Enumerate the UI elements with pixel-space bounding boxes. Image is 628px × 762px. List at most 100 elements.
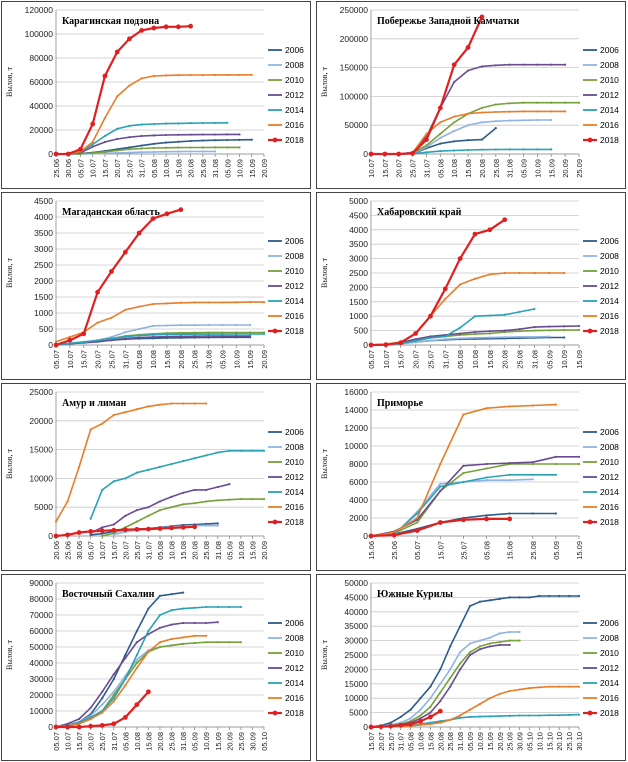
data-point — [175, 24, 181, 30]
data-point — [410, 151, 415, 156]
data-point — [152, 74, 155, 78]
data-point — [518, 310, 521, 313]
data-point — [124, 684, 127, 687]
x-tick-label: 15.09 — [248, 159, 257, 178]
data-point — [522, 119, 525, 122]
y-tick-label: 1000 — [349, 311, 368, 321]
data-point — [378, 724, 384, 730]
data-point — [112, 693, 115, 697]
x-tick-label: 25.07 — [459, 541, 468, 560]
data-point — [437, 105, 443, 111]
series-line — [370, 218, 506, 347]
x-tick-label: 15.08 — [486, 350, 495, 369]
series-line — [370, 463, 579, 537]
data-point — [112, 690, 115, 693]
data-point — [577, 713, 581, 716]
x-tick-label: 20.09 — [561, 159, 570, 178]
x-tick-label: 25.06 — [52, 159, 61, 178]
x-tick-label: 15.09 — [246, 350, 255, 369]
data-point — [425, 151, 428, 154]
data-point — [522, 101, 525, 104]
data-point — [577, 324, 581, 328]
data-point — [124, 477, 127, 480]
data-point — [122, 527, 128, 533]
data-point — [182, 591, 185, 594]
y-tick-label: 2000 — [34, 276, 53, 286]
data-point — [147, 514, 150, 517]
x-tick-label: 15.06 — [367, 541, 376, 560]
data-point — [170, 637, 173, 641]
data-point — [182, 402, 185, 405]
data-point — [550, 118, 553, 122]
data-point — [201, 139, 204, 142]
x-tick-label: 25.07 — [133, 541, 142, 560]
y-tick-label: 16000 — [344, 387, 368, 397]
data-point — [177, 122, 180, 125]
data-point — [508, 596, 511, 599]
data-point — [518, 630, 521, 634]
data-point — [65, 724, 70, 730]
x-tick-label: 25.08 — [191, 350, 200, 369]
x-tick-label: 05.09 — [191, 732, 200, 751]
data-point — [518, 328, 521, 331]
data-point — [134, 702, 140, 707]
data-point — [158, 465, 162, 468]
y-tick-label: 4000 — [349, 225, 368, 235]
data-point — [124, 411, 127, 414]
data-point — [425, 144, 428, 147]
legend-marker — [587, 137, 593, 143]
data-point — [548, 335, 551, 338]
data-point — [531, 473, 534, 476]
data-point — [136, 230, 142, 236]
x-tick-label: 10.08 — [471, 350, 480, 369]
series-2014 — [369, 307, 536, 347]
data-point — [548, 325, 551, 328]
data-point — [528, 687, 531, 690]
data-point — [416, 516, 419, 520]
data-point — [54, 340, 58, 343]
data-point — [122, 715, 128, 720]
data-point — [188, 23, 193, 29]
series-2018 — [368, 217, 508, 348]
data-point — [498, 597, 501, 600]
data-point — [140, 134, 143, 138]
data-point — [533, 326, 536, 329]
y-tick-label: 20000 — [29, 690, 53, 700]
x-tick-label: 05.07 — [52, 732, 61, 751]
data-point — [67, 337, 73, 343]
legend-label: 2014 — [285, 105, 304, 115]
data-point — [459, 326, 462, 329]
data-point — [518, 596, 521, 599]
x-tick-label: 20.08 — [436, 732, 445, 751]
data-point — [140, 123, 143, 126]
data-point — [124, 337, 127, 340]
data-point — [503, 271, 506, 275]
data-point — [53, 724, 59, 730]
y-tick-label: 0 — [363, 531, 368, 541]
data-point — [193, 502, 196, 505]
data-point — [508, 148, 511, 151]
y-tick-label: 500 — [354, 326, 368, 336]
data-point — [170, 495, 173, 498]
series-2018 — [368, 14, 485, 157]
legend-label: 2014 — [285, 678, 304, 688]
data-point — [239, 498, 242, 501]
data-point — [193, 641, 196, 645]
data-point — [249, 334, 252, 338]
data-point — [182, 621, 185, 625]
x-tick-label: 31.07 — [422, 159, 431, 178]
chart-title: Хабаровский край — [377, 207, 462, 218]
data-point — [170, 402, 173, 405]
data-point — [453, 140, 456, 143]
data-point — [216, 641, 219, 644]
data-point — [213, 139, 217, 142]
data-point — [193, 606, 196, 609]
data-point — [228, 498, 231, 501]
x-tick-label: 15.09 — [214, 732, 223, 751]
data-point — [151, 333, 155, 336]
data-point — [205, 522, 208, 526]
y-tick-label: 150000 — [340, 63, 369, 73]
data-point — [68, 342, 71, 345]
x-tick-label: 05.07 — [87, 541, 96, 560]
x-tick-label: 05.10 — [525, 732, 534, 751]
